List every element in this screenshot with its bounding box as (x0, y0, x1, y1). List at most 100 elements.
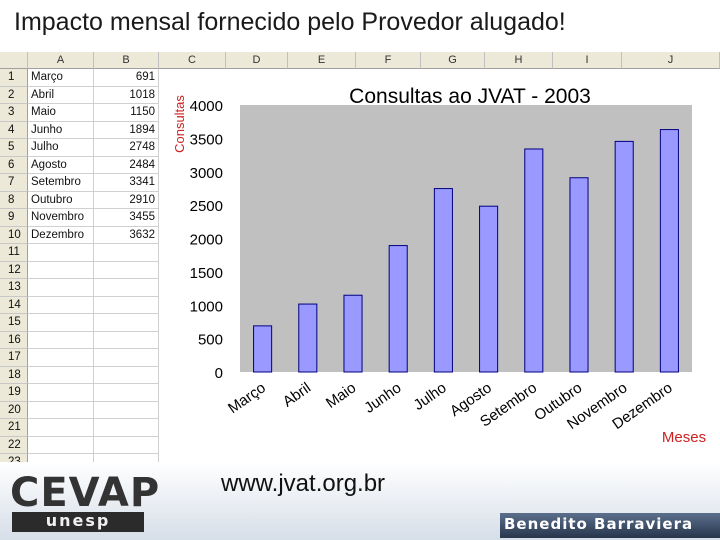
row-header[interactable]: 13 (0, 279, 28, 297)
row-header[interactable]: 6 (0, 156, 28, 174)
cell-month[interactable] (28, 261, 94, 279)
y-tick-label: 1000 (190, 298, 223, 315)
website-url[interactable]: www.jvat.org.br (221, 470, 386, 497)
slide-title: Impacto mensal fornecido pelo Provedor a… (14, 8, 566, 36)
column-header[interactable]: G (421, 52, 485, 69)
cevap-logo: CEVAP (10, 470, 161, 516)
bar (253, 325, 273, 373)
column-header[interactable]: I (553, 52, 622, 69)
cell-month[interactable] (28, 366, 94, 384)
row-header[interactable]: 1 (0, 69, 28, 87)
cell-month[interactable]: Dezembro (28, 226, 94, 244)
y-tick-label: 3500 (190, 131, 223, 148)
row-header[interactable]: 15 (0, 314, 28, 332)
cell-month[interactable] (28, 331, 94, 349)
cell-month[interactable] (28, 436, 94, 454)
cell-month[interactable]: Junho (28, 121, 94, 139)
cell-value[interactable]: 3632 (94, 226, 159, 244)
cell-month[interactable] (28, 401, 94, 419)
column-header[interactable]: J (622, 52, 720, 69)
cell-value[interactable] (94, 349, 159, 367)
cell-value[interactable] (94, 436, 159, 454)
cell-value[interactable] (94, 454, 159, 462)
column-header[interactable]: F (356, 52, 421, 69)
row-header[interactable]: 3 (0, 104, 28, 122)
row-header[interactable]: 8 (0, 191, 28, 209)
row-header[interactable]: 18 (0, 366, 28, 384)
bar (614, 140, 634, 373)
cell-value[interactable] (94, 261, 159, 279)
bar-chart: Consultas ao JVAT - 2003 Consultas Meses… (160, 69, 720, 462)
row-header[interactable]: 20 (0, 401, 28, 419)
cell-value[interactable] (94, 314, 159, 332)
row-header[interactable]: 12 (0, 261, 28, 279)
cell-value[interactable] (94, 366, 159, 384)
cell-value[interactable]: 2484 (94, 156, 159, 174)
row-header[interactable]: 10 (0, 226, 28, 244)
column-header[interactable]: A (28, 52, 94, 69)
cell-value[interactable]: 1894 (94, 121, 159, 139)
cell-value[interactable]: 691 (94, 69, 159, 87)
row-header[interactable]: 21 (0, 419, 28, 437)
sheet-corner[interactable] (0, 52, 28, 69)
cell-value[interactable]: 1018 (94, 86, 159, 104)
cell-month[interactable] (28, 419, 94, 437)
row-header[interactable]: 17 (0, 349, 28, 367)
row-header[interactable]: 9 (0, 209, 28, 227)
cell-month[interactable]: Março (28, 69, 94, 87)
cell-value[interactable]: 3455 (94, 209, 159, 227)
column-header[interactable]: E (288, 52, 356, 69)
cell-month[interactable]: Novembro (28, 209, 94, 227)
cell-month[interactable]: Julho (28, 139, 94, 157)
cell-value[interactable]: 2910 (94, 191, 159, 209)
cell-month[interactable] (28, 314, 94, 332)
unesp-logo: unesp (45, 511, 111, 530)
cell-month[interactable]: Setembro (28, 174, 94, 192)
author-band (500, 513, 720, 538)
y-tick-label: 500 (198, 332, 223, 349)
row-header[interactable]: 23 (0, 454, 28, 462)
cell-month[interactable] (28, 349, 94, 367)
row-header[interactable]: 4 (0, 121, 28, 139)
row-header[interactable]: 16 (0, 331, 28, 349)
cell-value[interactable] (94, 331, 159, 349)
row-header[interactable]: 14 (0, 296, 28, 314)
cell-month[interactable] (28, 279, 94, 297)
cell-value[interactable] (94, 419, 159, 437)
y-tick-label: 0 (215, 365, 223, 382)
y-tick-label: 2500 (190, 198, 223, 215)
cell-value[interactable] (94, 401, 159, 419)
cell-month[interactable] (28, 454, 94, 462)
cell-month[interactable] (28, 244, 94, 262)
cell-value[interactable]: 2748 (94, 139, 159, 157)
cell-value[interactable]: 1150 (94, 104, 159, 122)
cell-month[interactable] (28, 296, 94, 314)
y-tick-label: 1500 (190, 265, 223, 282)
chart-title: Consultas ao JVAT - 2003 (349, 85, 591, 108)
cell-value[interactable]: 3341 (94, 174, 159, 192)
row-header[interactable]: 11 (0, 244, 28, 262)
x-axis-label: Meses (662, 429, 706, 446)
column-header[interactable]: D (226, 52, 288, 69)
cell-month[interactable] (28, 384, 94, 402)
column-header[interactable]: B (94, 52, 159, 69)
bar (479, 205, 499, 373)
cell-value[interactable] (94, 296, 159, 314)
column-header[interactable]: H (485, 52, 553, 69)
cell-value[interactable] (94, 279, 159, 297)
row-header[interactable]: 2 (0, 86, 28, 104)
row-header[interactable]: 22 (0, 436, 28, 454)
bar (569, 177, 589, 373)
row-header[interactable]: 5 (0, 139, 28, 157)
row-header[interactable]: 7 (0, 174, 28, 192)
cell-month[interactable]: Outubro (28, 191, 94, 209)
bar (298, 303, 318, 373)
cell-month[interactable]: Agosto (28, 156, 94, 174)
cell-month[interactable]: Abril (28, 86, 94, 104)
cell-month[interactable]: Maio (28, 104, 94, 122)
row-header[interactable]: 19 (0, 384, 28, 402)
column-header[interactable]: C (159, 52, 226, 69)
cell-value[interactable] (94, 244, 159, 262)
cell-value[interactable] (94, 384, 159, 402)
